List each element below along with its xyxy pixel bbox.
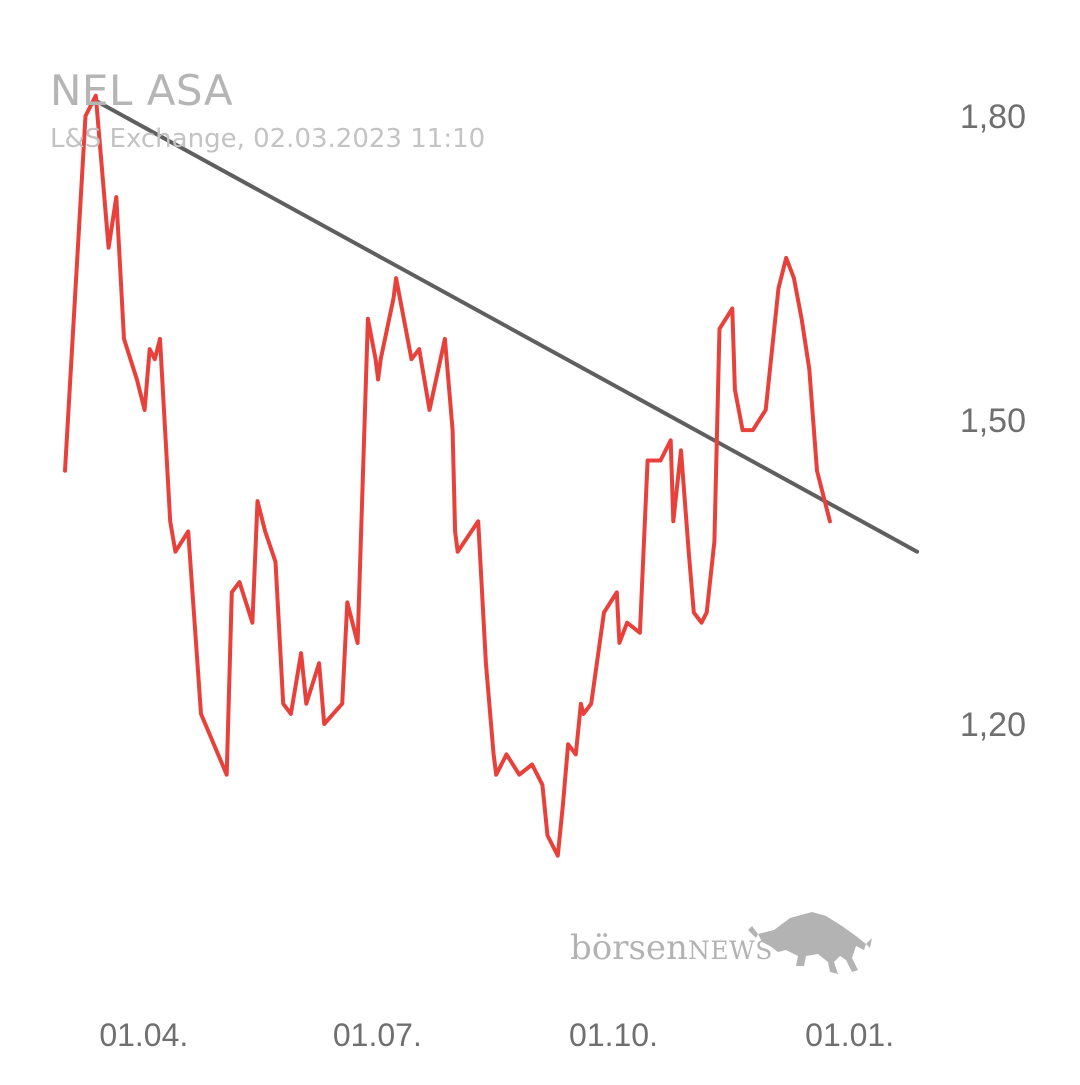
- y-tick-label: 1,50: [960, 402, 1026, 440]
- x-tick-label: 01.01.: [805, 1017, 894, 1053]
- bull-icon: [748, 912, 872, 974]
- trend-line: [93, 98, 920, 554]
- y-axis: 1,80 1,50 1,20: [960, 98, 1026, 744]
- watermark-text-lower: börsen: [570, 928, 688, 968]
- watermark-text-caps: NEWS: [687, 936, 773, 965]
- chart-title: NEL ASA: [50, 66, 234, 115]
- watermark-logo: börsenNEWS: [570, 928, 773, 968]
- price-line: [63, 93, 832, 858]
- x-axis: 01.04. 01.07. 01.10. 01.01.: [99, 1017, 894, 1053]
- chart-subtitle: L&S Exchange, 02.03.2023 11:10: [50, 124, 486, 154]
- x-tick-label: 01.04.: [99, 1017, 188, 1053]
- x-tick-label: 01.07.: [333, 1017, 422, 1053]
- x-tick-label: 01.10.: [569, 1017, 658, 1053]
- y-tick-label: 1,20: [960, 706, 1026, 744]
- y-tick-label: 1,80: [960, 98, 1026, 136]
